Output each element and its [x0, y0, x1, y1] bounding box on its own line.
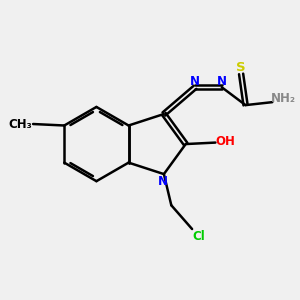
- Text: N: N: [190, 75, 200, 88]
- Text: OH: OH: [216, 135, 236, 148]
- Text: NH₂: NH₂: [271, 92, 296, 105]
- Text: S: S: [236, 61, 246, 74]
- Text: Cl: Cl: [192, 230, 205, 243]
- Text: N: N: [158, 175, 167, 188]
- Text: N: N: [217, 75, 227, 88]
- Text: CH₃: CH₃: [9, 118, 32, 130]
